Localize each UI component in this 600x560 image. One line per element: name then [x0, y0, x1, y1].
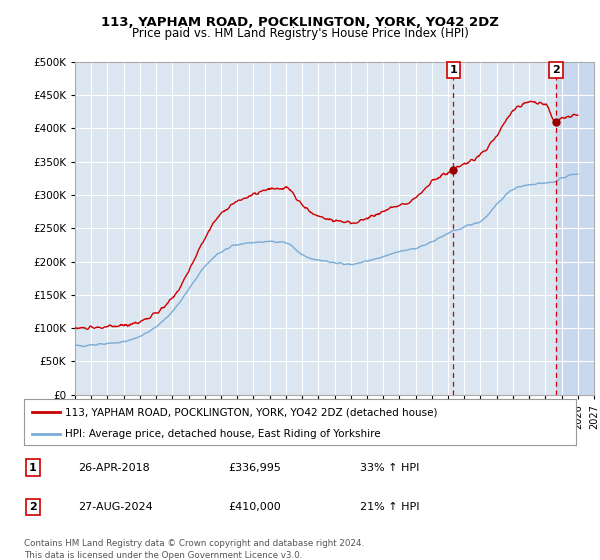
- Text: 1: 1: [29, 463, 37, 473]
- Text: £410,000: £410,000: [228, 502, 281, 512]
- Text: 113, YAPHAM ROAD, POCKLINGTON, YORK, YO42 2DZ: 113, YAPHAM ROAD, POCKLINGTON, YORK, YO4…: [101, 16, 499, 29]
- Text: 2: 2: [552, 66, 560, 75]
- Text: HPI: Average price, detached house, East Riding of Yorkshire: HPI: Average price, detached house, East…: [65, 429, 381, 438]
- Text: 2: 2: [29, 502, 37, 512]
- Bar: [556, 62, 594, 395]
- Text: Price paid vs. HM Land Registry's House Price Index (HPI): Price paid vs. HM Land Registry's House …: [131, 27, 469, 40]
- Text: Contains HM Land Registry data © Crown copyright and database right 2024.
This d: Contains HM Land Registry data © Crown c…: [24, 539, 364, 560]
- Text: 27-AUG-2024: 27-AUG-2024: [78, 502, 153, 512]
- Text: 21% ↑ HPI: 21% ↑ HPI: [360, 502, 419, 512]
- Text: 113, YAPHAM ROAD, POCKLINGTON, YORK, YO42 2DZ (detached house): 113, YAPHAM ROAD, POCKLINGTON, YORK, YO4…: [65, 407, 438, 417]
- Text: £336,995: £336,995: [228, 463, 281, 473]
- Text: 33% ↑ HPI: 33% ↑ HPI: [360, 463, 419, 473]
- Text: 1: 1: [449, 66, 457, 75]
- Text: 26-APR-2018: 26-APR-2018: [78, 463, 150, 473]
